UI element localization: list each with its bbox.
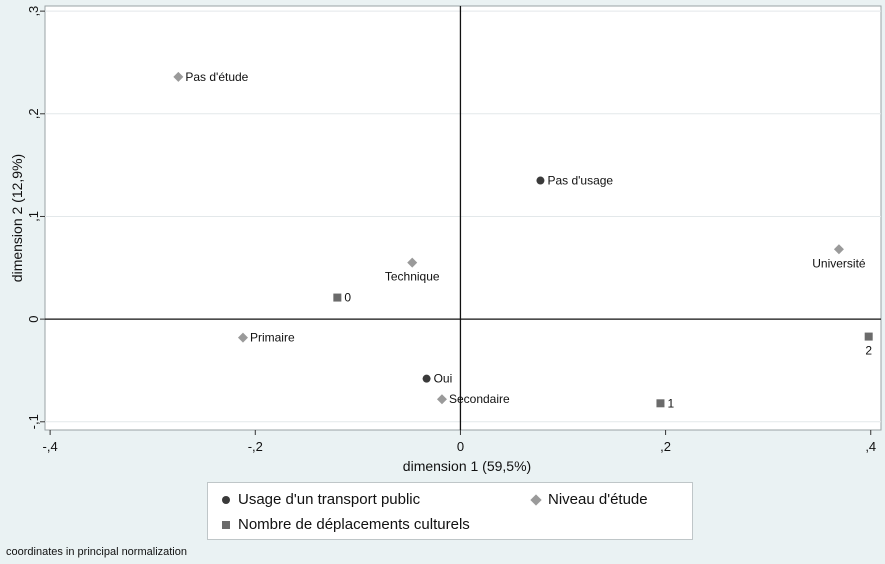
point-marker [173,71,184,82]
legend-label: Nombre de déplacements culturels [238,516,470,533]
point-marker [237,332,248,343]
x-tick-label: 0 [457,439,464,454]
y-tick-label: ,1 [26,211,41,222]
grid [45,10,881,423]
x-tick-label: ,4 [865,439,876,454]
circle-marker-icon [222,495,230,504]
point-marker [656,399,665,408]
legend-item-etude: Niveau d'étude [530,491,648,508]
x-tick-label: -,4 [43,439,58,454]
legend-item-deplacements: Nombre de déplacements culturels [222,516,470,533]
point-marker [536,176,545,185]
legend: Usage d'un transport public Niveau d'étu… [207,482,693,540]
x-axis-label: dimension 1 (59,5%) [403,458,531,474]
point-label: Pas d'étude [185,70,248,84]
y-tick-label: ,3 [26,6,41,17]
point-marker [436,394,447,405]
plot-area [44,5,882,431]
point-label: Primaire [250,331,295,345]
legend-label: Usage d'un transport public [238,491,421,508]
point-label: Université [812,256,866,270]
y-tick-label: ,2 [26,108,41,119]
y-axis-label: dimension 2 (12,9%) [9,154,25,282]
point-marker [833,244,844,255]
reference-lines [45,6,881,430]
point-marker [407,257,418,268]
diamond-marker-icon [530,493,542,506]
point-label: 2 [865,344,872,358]
point-marker [333,293,342,302]
square-marker-icon [222,520,230,529]
footnote: coordinates in principal normalization [6,546,187,558]
axis-ticks: -,1 0 ,1 ,2 ,3 -,4 -,2 0 ,2 ,4 [26,6,876,454]
data-points: Pas d'usage Oui Pas d'étude Technique Univer… [173,70,873,410]
point-label: Technique [385,270,440,284]
y-tick-label: -,1 [26,414,41,429]
x-tick-label: ,2 [660,439,671,454]
legend-item-transport: Usage d'un transport public [222,491,420,508]
point-marker [864,332,873,341]
point-label: Oui [434,372,453,386]
legend-label: Niveau d'étude [548,491,648,508]
point-label: 0 [344,291,351,305]
y-tick-label: 0 [26,316,41,323]
point-marker [422,374,431,383]
point-label: 1 [667,396,674,410]
point-label: Pas d'usage [547,174,613,188]
x-tick-label: -,2 [248,439,263,454]
point-label: Secondaire [449,392,510,406]
